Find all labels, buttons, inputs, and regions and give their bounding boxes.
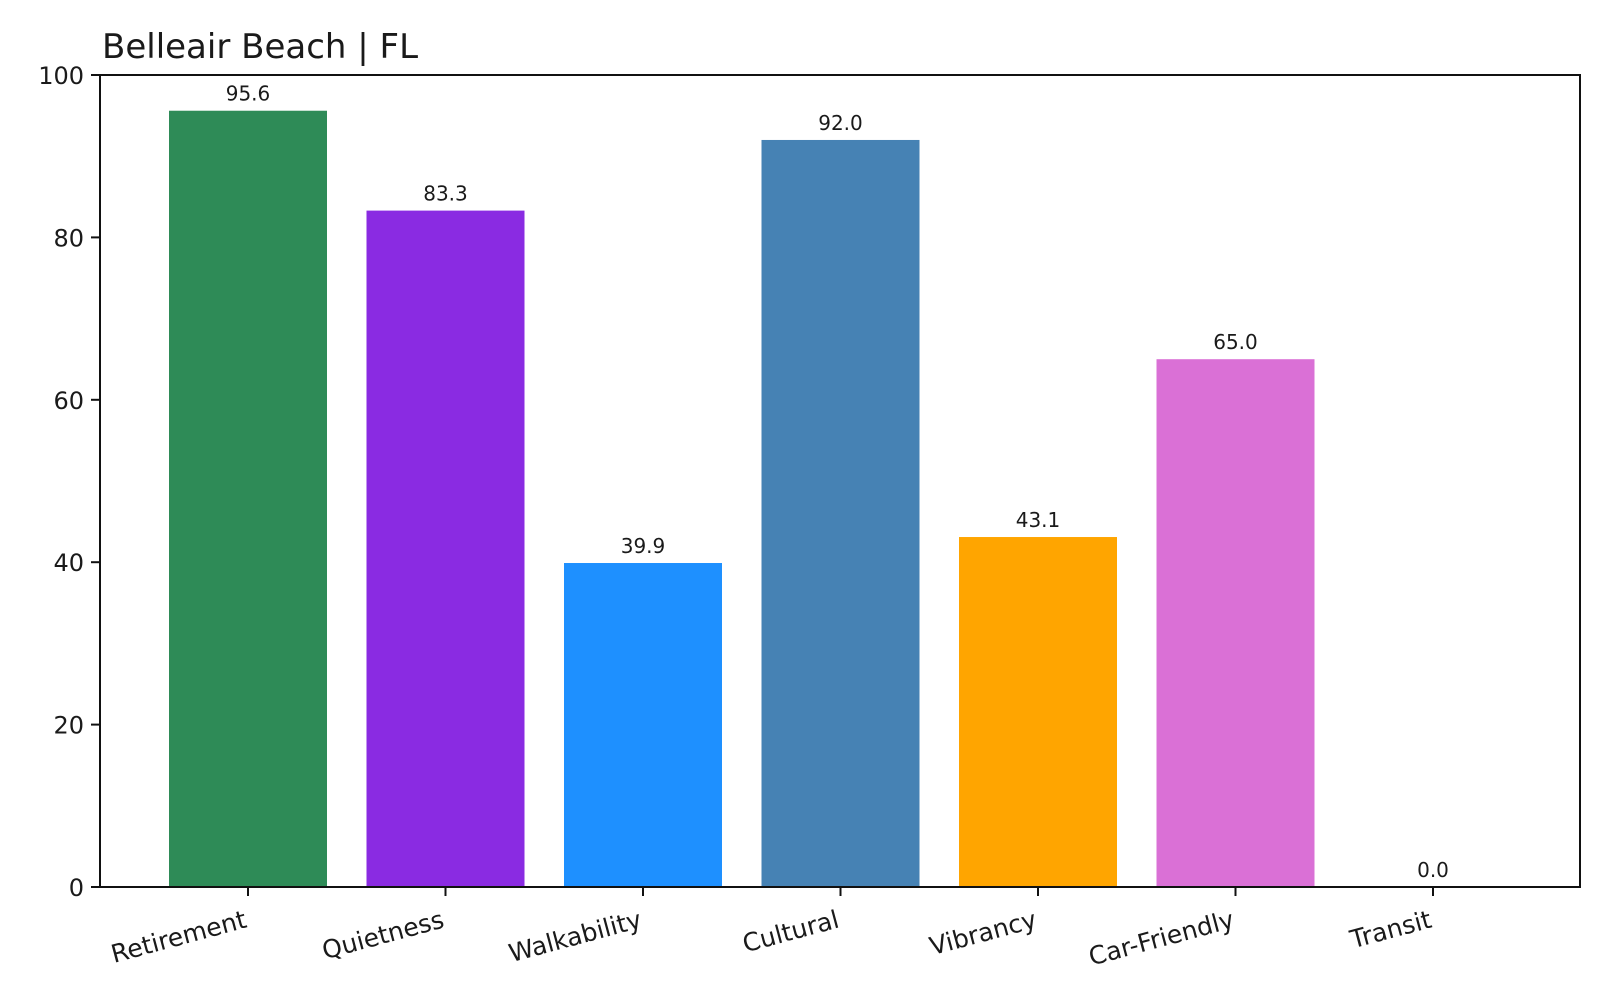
- data-label: 39.9: [621, 534, 666, 558]
- y-tick-label: 20: [53, 712, 84, 740]
- bar-vibrancy: [959, 537, 1117, 887]
- bar-cultural: [761, 139, 920, 887]
- chart-title: Belleair Beach | FL: [102, 27, 418, 67]
- y-tick-label: 60: [53, 387, 84, 415]
- y-tick-label: 40: [53, 549, 84, 577]
- x-tick-label: Quietness: [319, 905, 447, 965]
- data-label: 65.0: [1213, 330, 1258, 354]
- x-tick-label: Cultural: [739, 905, 842, 958]
- x-tick-label: Vibrancy: [926, 905, 1039, 961]
- y-tick-label: 100: [38, 62, 84, 90]
- x-tick-label: Car-Friendly: [1086, 905, 1238, 972]
- y-axis: 0 20 40 60 80 100: [38, 62, 100, 902]
- data-label: 83.3: [423, 182, 468, 206]
- x-tick-label: Walkability: [506, 905, 645, 968]
- x-tick-label: Retirement: [108, 905, 250, 969]
- bar-car-friendly: [1156, 359, 1315, 887]
- bars-group: [169, 110, 1315, 887]
- data-label: 92.0: [818, 111, 863, 135]
- y-tick-label: 0: [69, 874, 84, 902]
- data-label: 95.6: [226, 82, 271, 106]
- data-label: 0.0: [1417, 858, 1449, 882]
- data-labels-group: 95.6 83.3 39.9 92.0 43.1 65.0 0.0: [226, 82, 1449, 882]
- plot-frame: [99, 74, 1581, 888]
- bar-retirement: [169, 110, 327, 887]
- y-tick-label: 80: [53, 224, 84, 252]
- x-tick-label: Transit: [1346, 905, 1435, 955]
- bar-quietness: [366, 210, 525, 887]
- data-label: 43.1: [1016, 508, 1061, 532]
- x-axis: Retirement Quietness Walkability Cultural Vi…: [108, 887, 1435, 971]
- bar-walkability: [564, 563, 722, 887]
